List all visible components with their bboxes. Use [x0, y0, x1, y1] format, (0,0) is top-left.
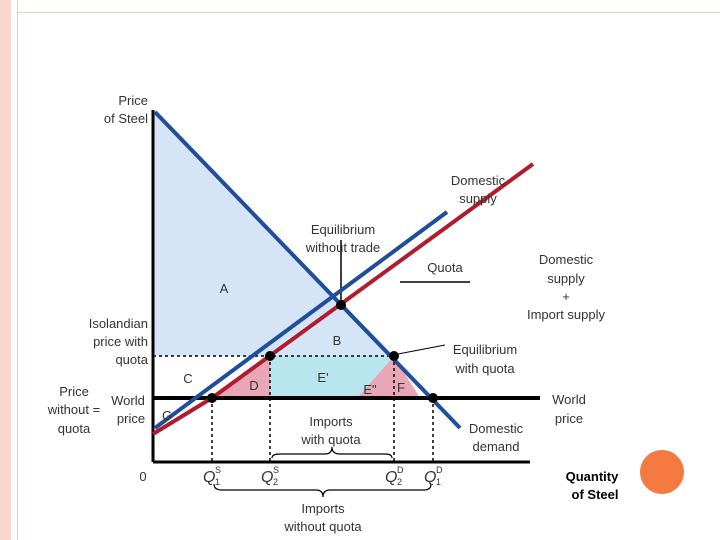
- eq-no-trade-label-1: Equilibrium: [311, 222, 375, 237]
- area-f-label: F: [397, 380, 405, 395]
- import-supply-label-4: Import supply: [527, 307, 606, 322]
- imports-without-quota-1: Imports: [301, 501, 345, 516]
- origin-label: 0: [139, 469, 146, 484]
- world-price-left-2: price: [117, 411, 145, 426]
- domestic-supply-label-1: Domestic: [451, 173, 506, 188]
- isolandian-price-label-1: Isolandian: [89, 316, 148, 331]
- quota-label: Quota: [427, 260, 463, 275]
- svg-text:Q: Q: [261, 469, 273, 486]
- svg-text:1: 1: [215, 477, 220, 487]
- world-price-left-1: World: [111, 393, 145, 408]
- x-axis-label-line2: of Steel: [572, 487, 619, 502]
- import-supply-curve: [210, 162, 535, 400]
- price-without-quota-1: Price: [59, 384, 89, 399]
- imports-with-quota-1: Imports: [309, 414, 353, 429]
- area-b-label: B: [333, 333, 342, 348]
- svg-text:S: S: [273, 465, 279, 475]
- eq-no-trade-label-2: without trade: [305, 240, 380, 255]
- point-q2s: [265, 351, 275, 361]
- area-d-label: D: [249, 378, 258, 393]
- svg-text:Q: Q: [203, 469, 215, 486]
- y-axis-label-line1: Price: [118, 93, 148, 108]
- world-price-label-2: price: [555, 411, 583, 426]
- isolandian-price-label-3: quota: [115, 352, 148, 367]
- svg-text:2: 2: [397, 477, 402, 487]
- eq-quota-label-1: Equilibrium: [453, 342, 517, 357]
- domestic-demand-label-1: Domestic: [469, 421, 524, 436]
- q1s-label: Q S 1: [203, 465, 221, 487]
- area-e-double-label: E": [363, 382, 377, 397]
- imports-without-quota-brace: [213, 483, 432, 498]
- slide-frame-left: [0, 0, 11, 540]
- svg-text:D: D: [397, 465, 404, 475]
- svg-text:Q: Q: [424, 469, 436, 486]
- accent-circle: [640, 450, 684, 494]
- import-supply-label-2: supply: [547, 271, 585, 286]
- svg-text:1: 1: [436, 477, 441, 487]
- equilibrium-quota-point: [389, 351, 399, 361]
- import-supply-curve-below: [151, 396, 214, 436]
- svg-text:Q: Q: [385, 469, 397, 486]
- domestic-demand-label-2: demand: [473, 439, 520, 454]
- price-without-quota-3: quota: [58, 421, 91, 436]
- point-q1d: [428, 393, 438, 403]
- area-b-shading: [270, 356, 394, 398]
- slide-frame-line: [17, 0, 18, 540]
- q1d-label: Q D 1: [424, 465, 443, 487]
- domestic-supply-label-2: supply: [459, 191, 497, 206]
- equilibrium-no-trade-point: [336, 300, 346, 310]
- domestic-supply-curve: [153, 210, 449, 430]
- isolandian-price-label-2: price with: [93, 334, 148, 349]
- area-f-shading: [357, 356, 420, 398]
- import-supply-label-1: Domestic: [539, 252, 594, 267]
- svg-text:2: 2: [273, 477, 278, 487]
- world-price-label-1: World: [552, 392, 586, 407]
- y-axis-label-line2: of Steel: [104, 111, 148, 126]
- eq-quota-pointer: [397, 344, 446, 355]
- area-a-label: A: [220, 281, 229, 296]
- q2s-label: Q S 2: [261, 465, 279, 487]
- area-g-label: G: [162, 408, 172, 423]
- domestic-demand-curve: [153, 110, 462, 430]
- area-e-prime-label: E': [317, 370, 328, 385]
- area-c-label: C: [183, 371, 192, 386]
- price-without-quota-2: without =: [47, 402, 100, 417]
- imports-with-quota-brace: [271, 446, 393, 459]
- imports-without-quota-2: without quota: [283, 519, 362, 534]
- eq-quota-label-2: with quota: [454, 361, 515, 376]
- q2d-label: Q D 2: [385, 465, 404, 487]
- import-supply-label-3: +: [562, 289, 570, 304]
- x-axis-label-line1: Quantity: [566, 469, 619, 484]
- imports-with-quota-2: with quota: [300, 432, 361, 447]
- svg-text:D: D: [436, 465, 443, 475]
- svg-text:S: S: [215, 465, 221, 475]
- slide-frame-top: [17, 12, 720, 13]
- point-q1s: [207, 393, 217, 403]
